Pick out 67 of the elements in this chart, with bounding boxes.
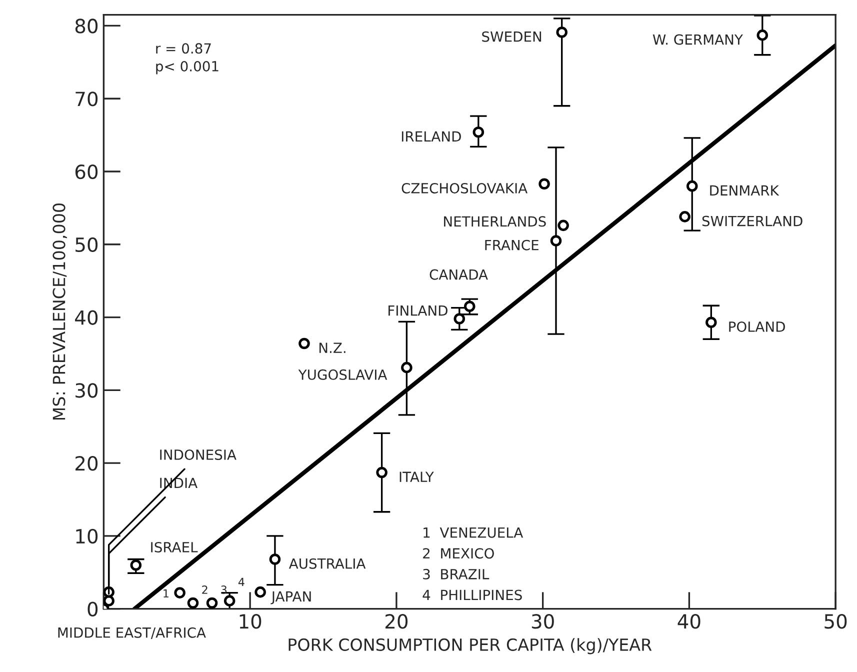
y-tick-label: 40: [75, 310, 98, 325]
point: [206, 597, 218, 609]
annotation: INDONESIA: [160, 449, 236, 460]
x-tick-label: 30: [532, 614, 554, 629]
point: [401, 362, 412, 374]
annotation: JAPAN: [270, 591, 311, 604]
y-tick-label: 20: [76, 456, 98, 471]
annotation: FRANCE: [485, 240, 538, 250]
annotation: CANADA: [430, 269, 488, 280]
annotation: DENMARK: [710, 185, 780, 196]
point: [464, 300, 476, 312]
annotation: CZECHOSLOVAKIA: [402, 182, 528, 194]
point: [550, 235, 562, 246]
point: [556, 26, 568, 38]
annotation: 2: [202, 586, 208, 594]
annotation: N.Z.: [319, 342, 346, 353]
point: [298, 338, 310, 350]
annotation: SWITZERLAND: [702, 216, 802, 226]
point: [706, 316, 717, 328]
point: [269, 554, 281, 565]
point: [224, 595, 236, 606]
y-axis-title: MS: PREVALENCE/100,000: [52, 204, 68, 420]
point: [174, 587, 186, 598]
point: [130, 559, 142, 571]
y-tick-label: 70: [76, 92, 98, 106]
x-axis-title: PORK CONSUMPTION PER CAPITA (kg)/YEAR: [288, 638, 652, 654]
annotation: r = 0.87: [156, 43, 211, 54]
x-tick-label: 10: [240, 614, 262, 629]
annotation: 1 VENEZUELA: [424, 528, 524, 538]
point: [454, 313, 466, 324]
point: [538, 178, 550, 190]
annotation: p< 0.001: [156, 60, 218, 74]
annotation: 4 PHILLIPINES: [422, 590, 522, 600]
point: [679, 211, 690, 222]
annotation: 2 MEXICO: [423, 548, 494, 559]
point: [104, 595, 114, 606]
annotation: AUSTRALIA: [288, 558, 366, 569]
point: [254, 586, 266, 598]
annotation: 3: [221, 586, 227, 594]
annotation: FINLAND: [388, 305, 448, 316]
annotation: POLAND: [729, 321, 785, 332]
y-tick-label: 30: [76, 383, 98, 398]
annotation: YUGOSLAVIA: [298, 369, 388, 380]
point: [686, 180, 698, 192]
y-tick-label: 50: [76, 237, 98, 252]
y-tick-label: 10: [76, 528, 98, 544]
annotation: MIDDLE EAST/AFRICA: [58, 627, 206, 639]
point: [756, 30, 768, 41]
annotation: 3 BRAZIL: [423, 568, 490, 580]
annotation: ITALY: [400, 472, 434, 482]
y-tick-label: 80: [75, 18, 98, 34]
annotation: SWEDEN: [482, 31, 542, 42]
x-tick-label: 20: [386, 614, 408, 629]
annotation: 4: [238, 578, 244, 586]
annotation: IRELAND: [402, 131, 461, 142]
annotation: NETHERLANDS: [444, 216, 546, 227]
x-tick-label: 40: [678, 614, 700, 629]
annotation: 1: [164, 589, 168, 598]
point: [472, 126, 484, 138]
y-tick-label: 0: [88, 602, 98, 616]
x-tick-label: 50: [824, 614, 847, 629]
annotation: ISRAEL: [151, 542, 198, 552]
y-tick-label: 60: [75, 164, 98, 180]
point: [558, 220, 569, 232]
annotation: W. GERMANY: [652, 34, 743, 45]
point: [376, 466, 388, 478]
point: [187, 597, 199, 609]
